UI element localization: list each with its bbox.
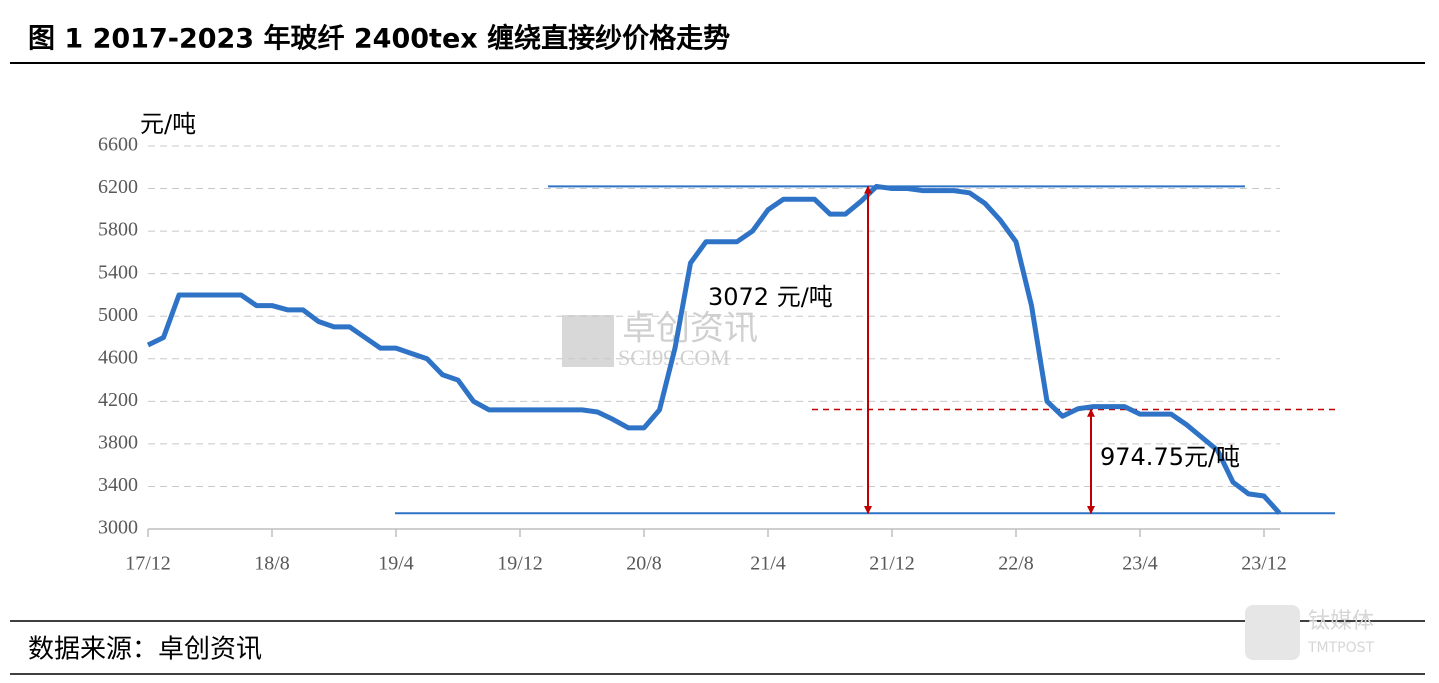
y-tick-label: 3800 — [98, 431, 138, 453]
y-tick-label: 5800 — [98, 219, 138, 241]
y-tick-label: 5000 — [98, 304, 138, 326]
watermark: TMTPOST — [1307, 640, 1375, 656]
watermark: 卓创资讯 — [622, 309, 758, 349]
annotation-label: 3072 元/吨 — [708, 283, 833, 311]
y-tick-label: 6600 — [98, 134, 138, 156]
annotation-label: 974.75元/吨 — [1100, 443, 1240, 471]
x-tick-label: 21/12 — [869, 553, 915, 575]
x-tick-label: 19/12 — [497, 553, 543, 575]
x-tick-label: 20/8 — [626, 553, 662, 575]
y-tick-label: 5400 — [98, 261, 138, 283]
x-tick-label: 22/8 — [998, 553, 1034, 575]
y-axis-label: 元/吨 — [140, 110, 196, 138]
x-tick-label: 18/8 — [254, 553, 290, 575]
price-line — [146, 183, 1282, 515]
source: 数据来源：卓创资讯 — [28, 635, 262, 665]
title: 图 1 2017-2023 年玻纤 2400tex 缠绕直接纱价格走势 — [28, 23, 730, 55]
y-tick-label: 4200 — [98, 389, 138, 411]
x-tick-label: 17/12 — [125, 553, 171, 575]
watermark: 钛媒体 — [1308, 609, 1374, 634]
y-tick-label: 6200 — [98, 176, 138, 198]
x-tick-label: 23/4 — [1122, 553, 1158, 575]
y-tick-label: 4600 — [98, 346, 138, 368]
y-tick-label: 3400 — [98, 474, 138, 496]
x-tick-label: 21/4 — [750, 553, 786, 575]
watermark-logo — [1245, 605, 1300, 660]
y-tick-label: 3000 — [98, 517, 138, 539]
x-tick-label: 23/12 — [1241, 553, 1287, 575]
x-tick-label: 19/4 — [378, 553, 414, 575]
